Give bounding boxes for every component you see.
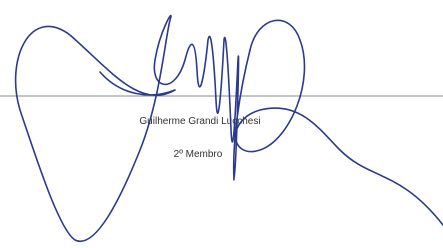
signer-role: 2º Membro	[174, 149, 223, 160]
page: Guilherme Grandi Lucchesi 2º Membro	[0, 0, 443, 248]
signature-area: Guilherme Grandi Lucchesi 2º Membro	[0, 0, 443, 248]
signer-name: Guilherme Grandi Lucchesi	[139, 116, 260, 127]
signature-stroke	[16, 16, 443, 242]
